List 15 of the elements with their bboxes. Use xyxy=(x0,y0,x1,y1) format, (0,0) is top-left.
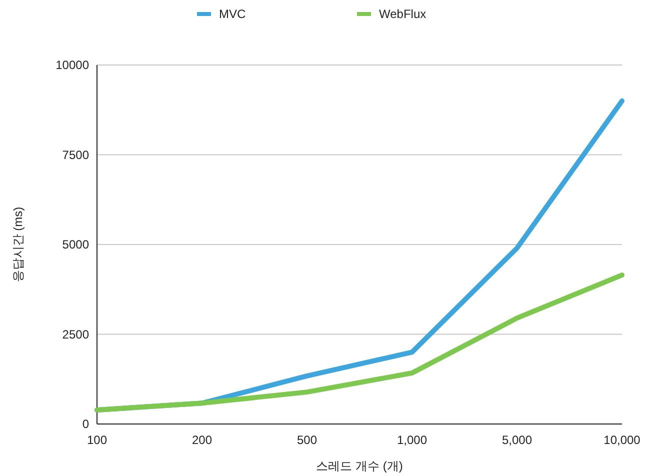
y-axis-title: 응답시간 (ms) xyxy=(11,206,25,282)
y-tick-label: 7500 xyxy=(62,148,90,162)
x-axis-title: 스레드 개수 (개) xyxy=(316,459,403,473)
x-tick-label: 500 xyxy=(296,433,318,447)
x-tick-label: 1,000 xyxy=(396,433,428,447)
x-tick-label: 5,000 xyxy=(502,433,532,447)
legend-label: WebFlux xyxy=(379,7,426,21)
y-tick-label: 0 xyxy=(82,417,90,431)
y-tick-label: 10000 xyxy=(56,58,90,72)
x-tick-label: 200 xyxy=(192,433,212,447)
y-tick-label: 2500 xyxy=(62,327,90,342)
x-tick-label: 100 xyxy=(86,433,108,447)
x-tick-label: 10,000 xyxy=(604,433,641,447)
legend-label: MVC xyxy=(219,7,246,21)
y-tick-label: 5000 xyxy=(62,238,90,252)
